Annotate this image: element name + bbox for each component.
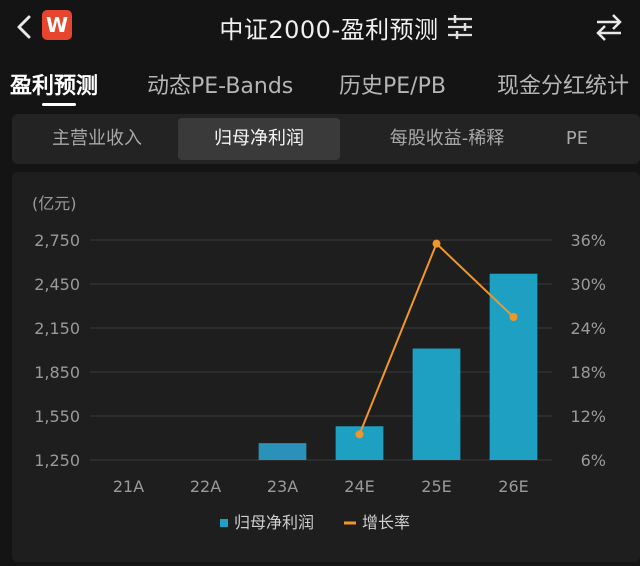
subtab-revenue[interactable]: 主营业收入 [52, 128, 142, 149]
app-header: W 中证2000-盈利预测 [0, 0, 640, 54]
main-tabs: 盈利预测 动态PE-Bands 历史PE/PB 现金分红统计 [0, 60, 640, 106]
x-axis-tick: 21A [113, 477, 144, 496]
x-axis-tick: 23A [267, 477, 298, 496]
subtab-eps-diluted[interactable]: 每股收益-稀释 [389, 128, 505, 149]
tab-pe-bands[interactable]: 动态PE-Bands [147, 74, 294, 99]
profit-forecast-chart: (亿元) 1,250 1,550 1,850 2,150 2,450 2,750 6% 12% 1… [32, 194, 606, 532]
tab-dividend-stats[interactable]: 现金分红统计 [497, 74, 630, 99]
x-axis-tick: 25E [421, 477, 451, 496]
right-axis-tick: 30% [570, 275, 606, 294]
back-arrow-icon[interactable] [12, 12, 36, 42]
left-axis-tick: 1,850 [34, 363, 80, 382]
left-axis-tick: 2,450 [34, 275, 80, 294]
growth-rate-point [432, 239, 441, 248]
tab-history-pe-pb[interactable]: 历史PE/PB [339, 74, 446, 99]
filter-settings-icon[interactable] [446, 14, 474, 40]
chart-card: (亿元) 1,250 1,550 1,850 2,150 2,450 2,750 6% 12% 1… [12, 172, 640, 562]
bar-25E [412, 348, 461, 460]
legend-bar-label: 归母净利润 [234, 513, 314, 532]
growth-rate-point [509, 313, 518, 321]
right-axis-tick: 6% [581, 451, 606, 470]
sub-tabs: 主营业收入 归母净利润 每股收益-稀释 PE [12, 114, 640, 164]
left-axis-tick: 1,250 [34, 451, 80, 470]
x-axis-tick: 26E [498, 477, 528, 496]
x-axis-tick: 22A [190, 477, 221, 496]
page-title: 中证2000-盈利预测 [219, 16, 439, 44]
active-tab-indicator [42, 103, 76, 106]
bar-23A [258, 443, 307, 460]
left-axis-tick: 1,550 [34, 407, 80, 426]
legend-line-label: 增长率 [362, 513, 410, 532]
swap-arrows-icon[interactable] [594, 12, 624, 42]
bar-26E [489, 273, 538, 460]
right-axis-tick: 24% [570, 319, 606, 338]
right-axis-tick: 36% [570, 231, 606, 250]
app-logo: W [42, 10, 72, 40]
growth-rate-point [355, 430, 364, 439]
left-axis-tick: 2,150 [34, 319, 80, 338]
subtab-net-profit[interactable]: 归母净利润 [178, 118, 340, 160]
tab-profit-forecast[interactable]: 盈利预测 [10, 74, 99, 99]
right-axis-tick: 12% [570, 407, 606, 426]
x-axis-tick: 24E [344, 477, 374, 496]
right-axis-tick: 18% [570, 363, 606, 382]
subtab-pe[interactable]: PE [565, 128, 589, 149]
left-axis-tick: 2,750 [34, 231, 80, 250]
unit-label: (亿元) [32, 194, 77, 213]
legend-bar-swatch [220, 519, 228, 527]
